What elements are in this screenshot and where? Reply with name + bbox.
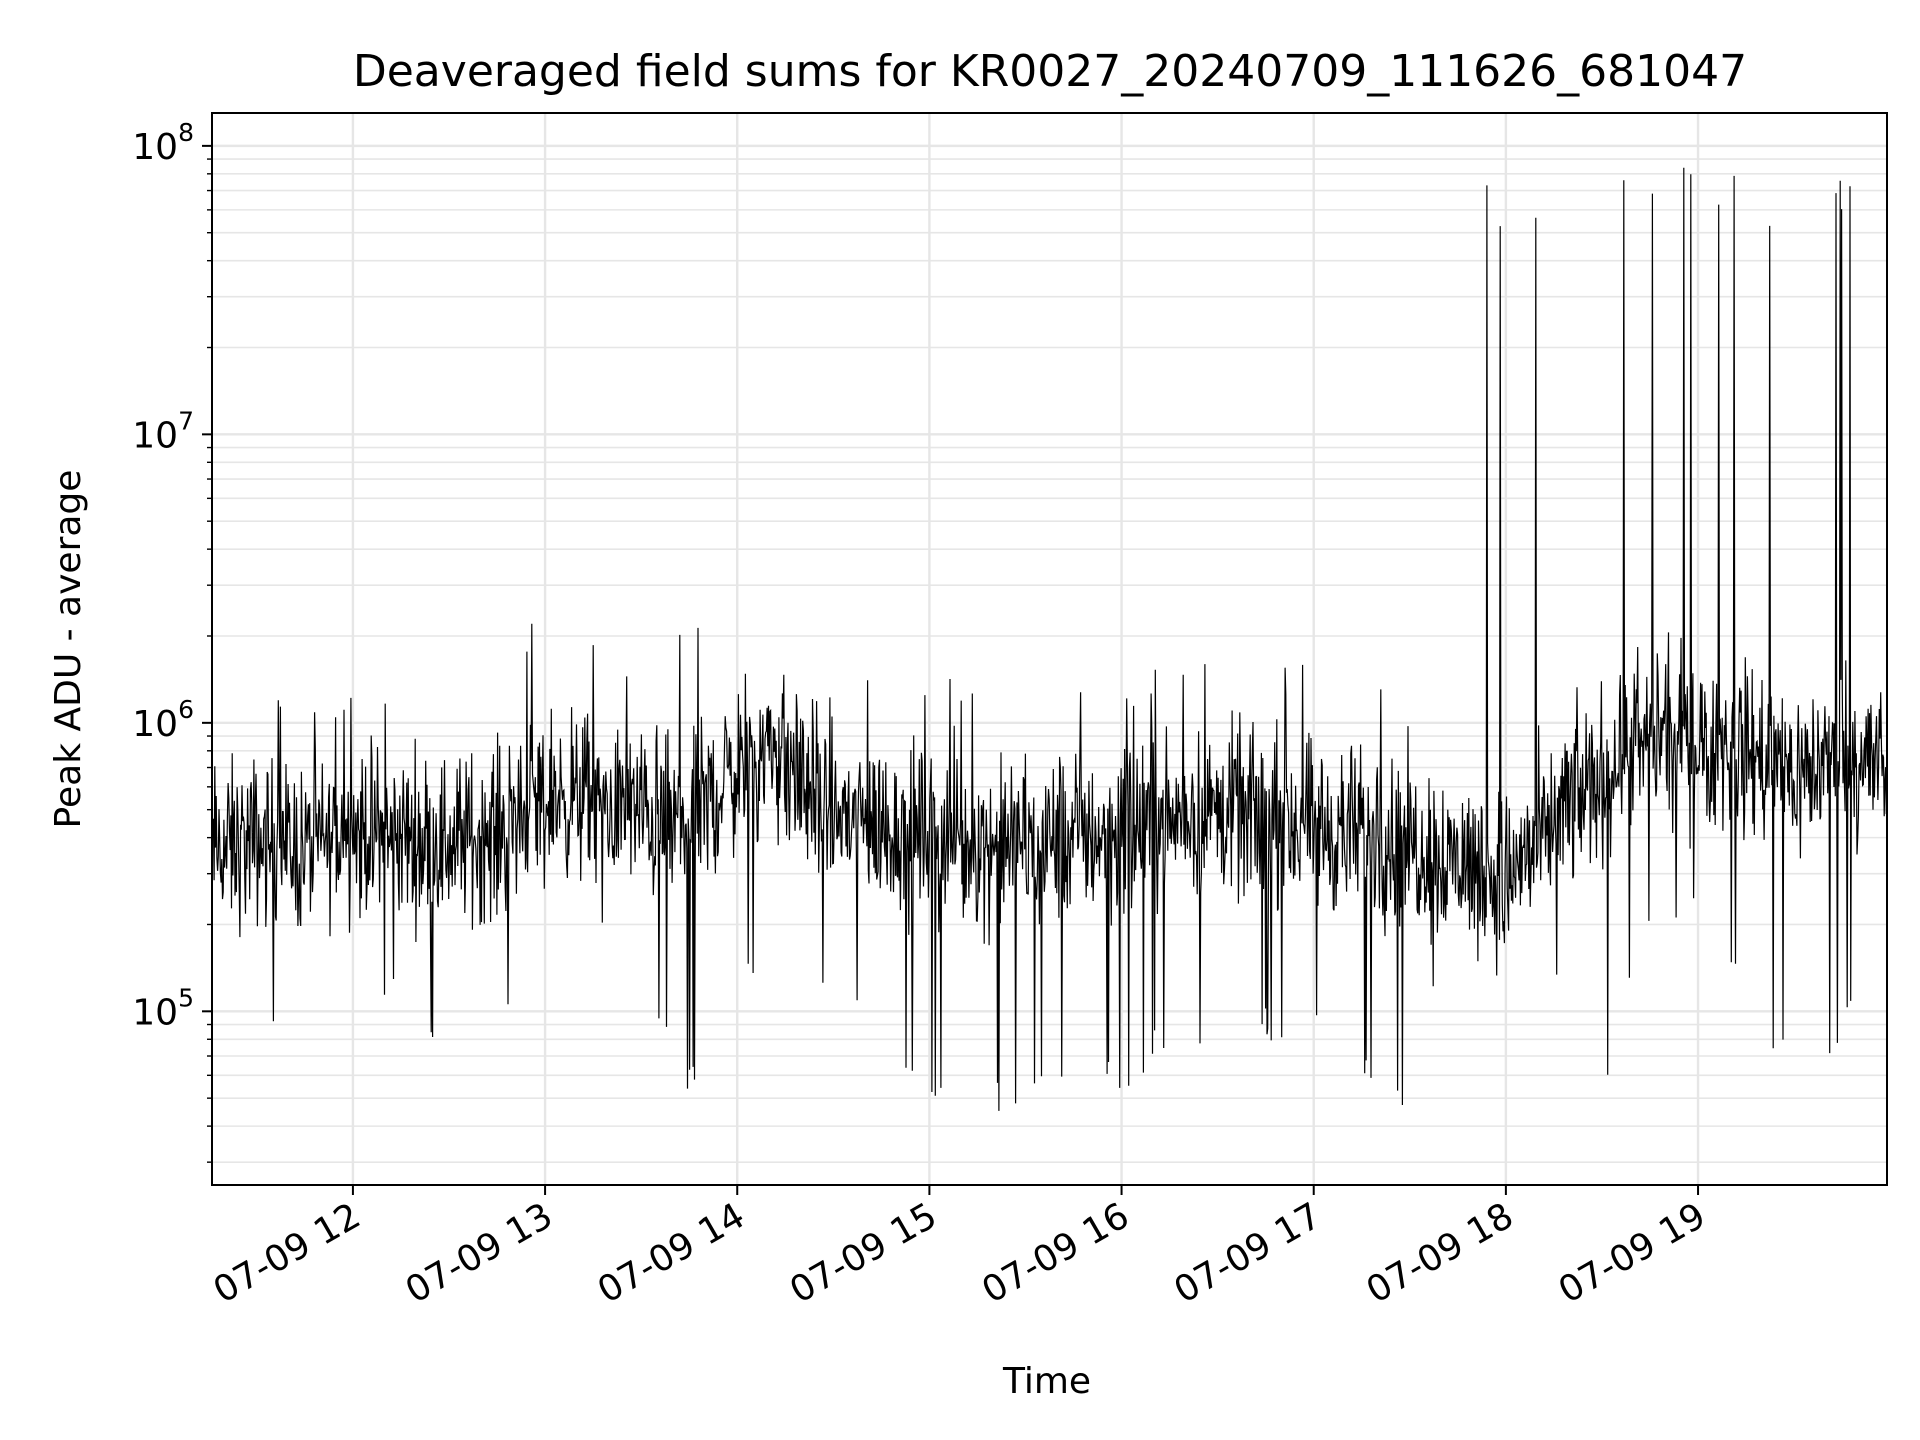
y-axis-label: Peak ADU - average <box>48 470 89 829</box>
chart-title: Deaveraged field sums for KR0027_2024070… <box>353 46 1747 97</box>
y-tick-exponent: 8 <box>178 118 194 147</box>
y-tick-base: 10 <box>132 127 178 168</box>
y-tick-exponent: 6 <box>178 695 194 724</box>
y-tick-exponent: 5 <box>178 983 194 1012</box>
series-layer <box>211 167 1888 1111</box>
y-tick-label: 105 <box>132 983 194 1033</box>
y-tick-base: 10 <box>132 704 178 745</box>
y-tick-exponent: 7 <box>178 406 194 435</box>
y-tick-base: 10 <box>132 992 178 1033</box>
plot-frame <box>211 112 1888 1186</box>
series-line <box>211 167 1888 1111</box>
y-tick-label: 108 <box>132 118 194 168</box>
y-tick-base: 10 <box>132 415 178 456</box>
y-tick-label: 106 <box>132 695 194 745</box>
x-axis-label: Time <box>1002 1361 1091 1402</box>
y-tick-label: 107 <box>132 406 194 456</box>
